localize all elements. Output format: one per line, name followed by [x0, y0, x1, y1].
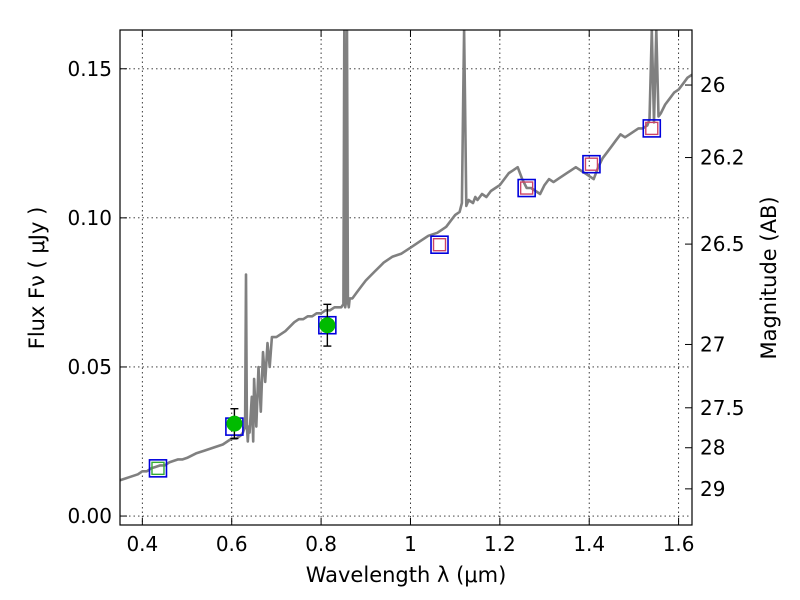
- y2-tick-label: 26.5: [700, 232, 745, 256]
- axis-ticks: 0.4 0.6 0.8 1 1.2 1.4 1.6 0.00 0.05 0.10 0.15 26 26.…: [67, 30, 745, 556]
- y-tick-label: 0.15: [67, 57, 112, 81]
- y-tick-label: 0.05: [67, 355, 112, 379]
- model-square-marker: [517, 178, 536, 198]
- y2-axis-title: Magnitude (AB): [757, 196, 781, 359]
- grid-lines: [120, 30, 692, 525]
- plot-frame: [119, 29, 693, 526]
- x-tick-label: 1.6: [663, 532, 695, 556]
- x-tick-label: 1.2: [484, 532, 516, 556]
- limit-square-marker: [519, 181, 534, 195]
- blue-band-marker: [151, 461, 165, 476]
- y2-tick-label: 26: [700, 73, 725, 97]
- model-square-marker: [642, 119, 662, 138]
- model-square-marker: [430, 235, 449, 254]
- model-square-marker: [148, 459, 168, 478]
- x-tick-label: 0.8: [305, 532, 337, 556]
- x-tick-label: 0.6: [216, 532, 248, 556]
- photometry-markers: [148, 119, 662, 478]
- y2-tick-label: 27: [700, 332, 725, 356]
- limit-square-marker: [584, 157, 599, 171]
- observed-point: [319, 317, 336, 334]
- observed-point: [226, 415, 243, 432]
- spectrum-line: [120, 30, 692, 482]
- model-square-marker: [582, 154, 601, 174]
- y2-tick-label: 26.2: [700, 146, 745, 170]
- y-axis-title: Flux Fν ( μJy ): [25, 207, 49, 350]
- limit-square-marker: [645, 121, 659, 136]
- spectrum-layer: [120, 30, 692, 482]
- x-axis-title: Wavelength λ (μm): [306, 563, 507, 587]
- x-tick-label: 1: [404, 532, 417, 556]
- y-tick-label: 0.00: [67, 504, 112, 528]
- y2-tick-label: 27.5: [700, 396, 745, 420]
- x-tick-label: 1.4: [573, 532, 605, 556]
- x-tick-label: 0.4: [126, 532, 158, 556]
- y2-tick-label: 28: [700, 436, 725, 460]
- y2-tick-label: 29: [700, 477, 725, 501]
- limit-square-marker: [432, 237, 447, 252]
- y-tick-label: 0.10: [67, 206, 112, 230]
